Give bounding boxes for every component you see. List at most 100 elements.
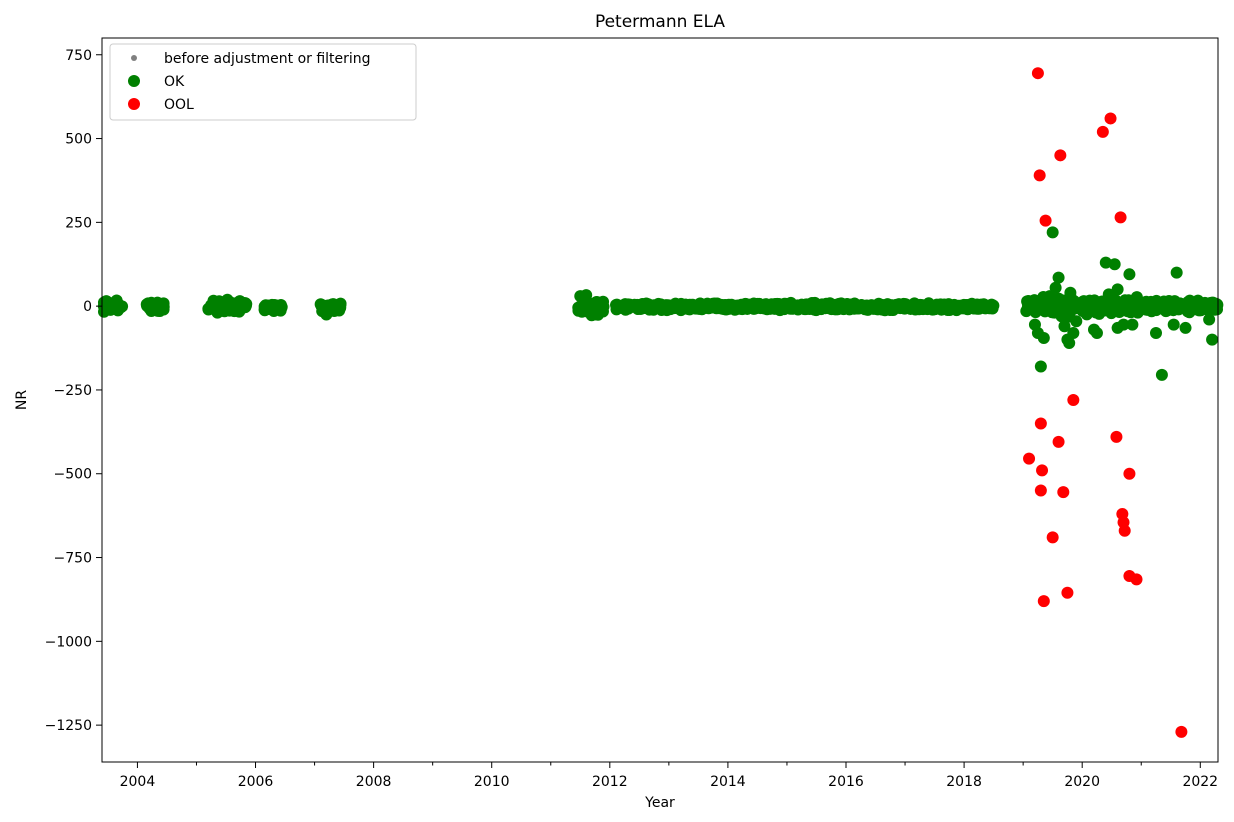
point-ool bbox=[1046, 531, 1059, 544]
point-ok bbox=[140, 298, 153, 311]
data-marks bbox=[97, 67, 1224, 738]
point-ool bbox=[1104, 112, 1117, 125]
point-ok bbox=[1058, 320, 1071, 333]
point-ok bbox=[840, 299, 853, 312]
legend-label-ok: OK bbox=[164, 74, 185, 90]
x-tick-label: 2008 bbox=[356, 774, 392, 790]
y-tick-label: −250 bbox=[54, 383, 92, 399]
y-tick-label: −1250 bbox=[45, 718, 92, 734]
point-ok bbox=[709, 301, 722, 314]
legend-label-before: before adjustment or filtering bbox=[164, 51, 371, 67]
point-ok bbox=[963, 300, 976, 313]
point-ool bbox=[1130, 573, 1143, 586]
legend-marker-ok bbox=[128, 75, 140, 87]
point-ok bbox=[644, 299, 657, 312]
y-axis-label: NR bbox=[14, 390, 30, 410]
x-tick-label: 2012 bbox=[592, 774, 628, 790]
point-ok bbox=[1168, 299, 1181, 312]
point-ool bbox=[1110, 430, 1123, 443]
point-ok bbox=[1206, 333, 1219, 346]
point-ool bbox=[1034, 484, 1047, 497]
point-ok bbox=[1111, 283, 1124, 296]
point-ok bbox=[1070, 315, 1083, 328]
point-ok bbox=[1067, 326, 1080, 339]
x-tick-label: 2006 bbox=[238, 774, 274, 790]
point-ok bbox=[1052, 271, 1065, 284]
point-ool bbox=[1037, 595, 1050, 608]
point-ok bbox=[974, 299, 987, 312]
point-ok bbox=[1063, 337, 1076, 350]
point-ok bbox=[928, 301, 941, 314]
point-ok bbox=[1123, 268, 1136, 281]
point-ok bbox=[616, 301, 629, 314]
point-ool bbox=[1096, 125, 1109, 138]
point-ok bbox=[631, 300, 644, 313]
point-ool bbox=[1033, 169, 1046, 182]
point-ok bbox=[1138, 303, 1151, 316]
point-ool bbox=[1036, 464, 1049, 477]
point-ok bbox=[320, 308, 333, 321]
point-ok bbox=[676, 302, 689, 315]
point-ok bbox=[1184, 301, 1197, 314]
x-axis-label: Year bbox=[644, 795, 675, 811]
chart-title: Petermann ELA bbox=[595, 12, 725, 32]
point-ok bbox=[1198, 301, 1211, 314]
point-ok bbox=[1117, 318, 1130, 331]
point-ok bbox=[1128, 305, 1141, 318]
y-tick-label: 500 bbox=[65, 132, 92, 148]
point-ok bbox=[766, 299, 779, 312]
y-tick-label: 750 bbox=[65, 48, 92, 64]
point-ok bbox=[718, 300, 731, 313]
point-ok bbox=[1167, 318, 1180, 331]
point-ok bbox=[1150, 326, 1162, 339]
point-ok bbox=[1093, 307, 1106, 320]
y-tick-label: 0 bbox=[83, 299, 92, 315]
x-tick-label: 2020 bbox=[1064, 774, 1100, 790]
point-ok bbox=[111, 304, 124, 317]
point-ok bbox=[258, 300, 271, 313]
point-ok bbox=[862, 299, 875, 312]
point-ok bbox=[1090, 326, 1103, 339]
plot-frame bbox=[101, 37, 1219, 763]
point-ok bbox=[881, 302, 894, 315]
legend-marker-before bbox=[131, 55, 137, 61]
point-ok bbox=[1119, 302, 1132, 315]
point-ok bbox=[271, 300, 284, 313]
y-tick-label: −500 bbox=[54, 467, 92, 483]
point-ool bbox=[1039, 214, 1052, 227]
point-ok bbox=[1108, 258, 1121, 271]
legend-label-ool: OOL bbox=[164, 97, 194, 113]
point-ok bbox=[212, 299, 225, 312]
legend-marker-ool bbox=[128, 98, 140, 110]
point-ok bbox=[1099, 256, 1112, 269]
point-ok bbox=[1170, 266, 1183, 279]
legend-box bbox=[109, 43, 417, 121]
point-ok bbox=[738, 301, 751, 314]
point-ok bbox=[1043, 290, 1056, 303]
point-ok bbox=[898, 299, 911, 312]
point-ok bbox=[1203, 313, 1216, 326]
y-tick-label: 250 bbox=[65, 215, 92, 231]
point-ok bbox=[941, 300, 954, 313]
point-ool bbox=[1114, 211, 1127, 224]
point-ool bbox=[1023, 452, 1036, 465]
point-ool bbox=[1034, 417, 1047, 430]
point-ok bbox=[1126, 318, 1139, 331]
point-ok bbox=[912, 299, 925, 312]
x-tick-label: 2022 bbox=[1182, 774, 1218, 790]
point-ool bbox=[1057, 486, 1070, 499]
x-tick-label: 2010 bbox=[474, 774, 510, 790]
point-ool bbox=[1118, 524, 1131, 537]
x-tick-label: 2004 bbox=[120, 774, 156, 790]
point-ok bbox=[779, 297, 792, 310]
point-ok bbox=[589, 299, 602, 312]
point-ok bbox=[1055, 310, 1068, 323]
point-ok bbox=[1155, 368, 1168, 381]
point-ool bbox=[1123, 467, 1136, 480]
point-ok bbox=[1023, 299, 1036, 312]
point-ok bbox=[799, 303, 812, 316]
point-ok bbox=[1034, 360, 1047, 373]
x-tick-label: 2014 bbox=[710, 774, 746, 790]
y-axis: 750 500 250 0 −250 −500 −750 −1000 −1250 bbox=[45, 48, 102, 734]
